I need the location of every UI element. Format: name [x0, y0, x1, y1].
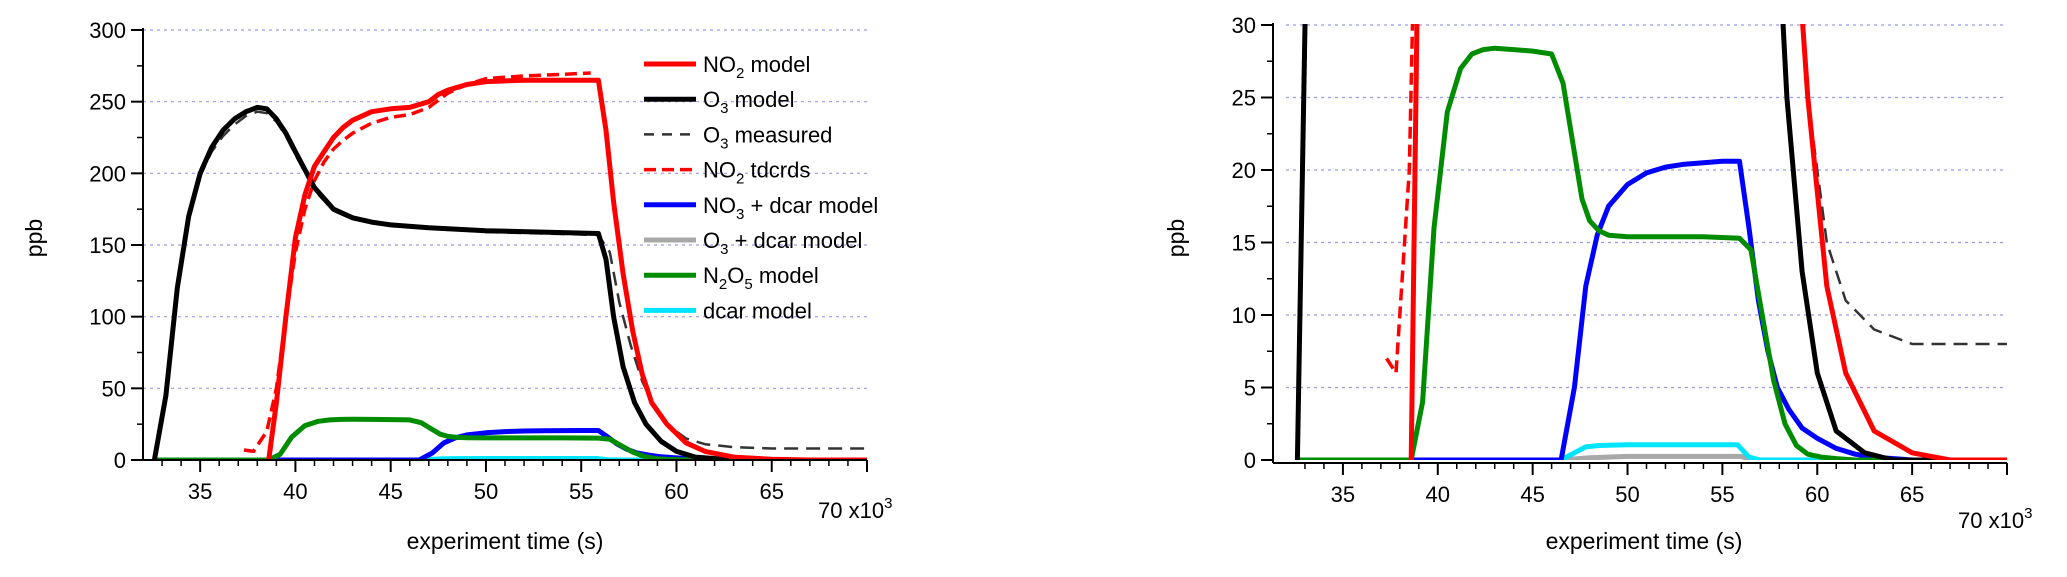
left-x-axis-title: experiment time (s)	[407, 528, 604, 554]
y-tick-label: 100	[89, 305, 126, 330]
legend-label: NO3 + dcar model	[703, 193, 878, 223]
right-gridlines	[1286, 24, 2007, 389]
x-tick-label: 45	[378, 479, 402, 504]
legend-item: O3 model	[644, 87, 795, 117]
left-gridlines	[143, 29, 867, 389]
legend-item: NO2 tdcrds	[644, 158, 810, 188]
legend-item: N2O5 model	[644, 263, 819, 293]
right-series-group	[1294, 24, 2007, 460]
y-tick-label: 200	[89, 161, 126, 186]
legend-label: N2O5 model	[703, 263, 819, 293]
x-tick-label: 65	[1900, 482, 1924, 507]
y-tick-label: 0	[1244, 448, 1256, 473]
series-line-n2o5-model	[1297, 45, 2007, 460]
y-tick-label: 25	[1232, 86, 1256, 111]
legend-label: NO2 model	[703, 52, 810, 82]
series-line-no3-dcar	[1297, 158, 2007, 460]
y-tick-label: 30	[1232, 13, 1256, 38]
series-line-n2o5-model	[154, 416, 867, 460]
x-tick-label: 35	[1331, 482, 1355, 507]
legend-label: O3 measured	[703, 122, 832, 152]
y-tick-label: 10	[1232, 303, 1256, 328]
x-tick-label: 40	[1426, 482, 1450, 507]
legend-item: NO2 model	[644, 52, 810, 82]
x-tick-label: 65	[759, 479, 783, 504]
legend-label: NO2 tdcrds	[703, 158, 810, 188]
series-line-o3-dcar	[1297, 453, 2007, 460]
x-tick-label: 35	[188, 479, 212, 504]
series-line-o3-model	[151, 104, 867, 460]
series-line-o3-model	[1294, 24, 2007, 460]
left-tick-labels: 0 50 100 150 200 250 300 35 40 45 50 55 60 65	[89, 18, 784, 504]
series-line-dcar-model	[1297, 442, 2007, 460]
y-tick-label: 0	[114, 448, 126, 473]
x-tick-label: 60	[664, 479, 688, 504]
left-x-multiplier: 70 x103	[818, 495, 892, 523]
x-tick-label: 50	[1615, 482, 1639, 507]
series-line-no3-dcar	[154, 428, 867, 460]
legend-label: O3 model	[703, 87, 795, 117]
legend-label: dcar model	[703, 298, 812, 323]
chart-right-panel: 0 5 10 15 20 25 30 35 40 45 50 55 60 65 ppb experimen…	[1163, 13, 2032, 554]
right-tick-labels: 0 5 10 15 20 25 30 35 40 45 50 55 60 65	[1232, 13, 1925, 507]
legend-item: O3 + dcar model	[644, 228, 862, 258]
y-tick-label: 150	[89, 233, 126, 258]
left-y-axis-title: ppb	[21, 219, 47, 257]
chart-left-panel: 0 50 100 150 200 250 300 35 40 45 50 55 60 65 ppb exp…	[21, 18, 892, 554]
y-tick-label: 20	[1232, 158, 1256, 183]
legend: NO2 model O3 model O3 measured NO2 tdcrds NO…	[644, 52, 878, 323]
right-y-axis-title: ppb	[1163, 219, 1189, 257]
x-tick-label: 60	[1805, 482, 1829, 507]
y-tick-label: 15	[1232, 231, 1256, 256]
legend-item: dcar model	[644, 298, 812, 323]
series-line-no2-model	[266, 77, 867, 460]
x-tick-label: 40	[283, 479, 307, 504]
series-line-no2-model	[1408, 24, 2007, 460]
y-tick-label: 50	[102, 376, 126, 401]
x-tick-label: 55	[569, 479, 593, 504]
right-axes	[1261, 23, 2008, 475]
x-tick-label: 50	[474, 479, 498, 504]
series-line-o3-measured	[1296, 24, 2007, 460]
legend-label: O3 + dcar model	[703, 228, 862, 258]
x-tick-label: 55	[1710, 482, 1734, 507]
y-tick-label: 300	[89, 18, 126, 43]
y-tick-label: 250	[89, 90, 126, 115]
legend-item: O3 measured	[644, 122, 832, 152]
left-axes	[131, 28, 868, 472]
x-tick-label: 45	[1520, 482, 1544, 507]
y-tick-label: 5	[1244, 376, 1256, 401]
legend-item: NO3 + dcar model	[644, 193, 878, 223]
series-line-no2-tdcrds	[243, 71, 591, 454]
right-x-axis-title: experiment time (s)	[1546, 528, 1743, 554]
right-x-multiplier: 70 x103	[1958, 505, 2032, 533]
